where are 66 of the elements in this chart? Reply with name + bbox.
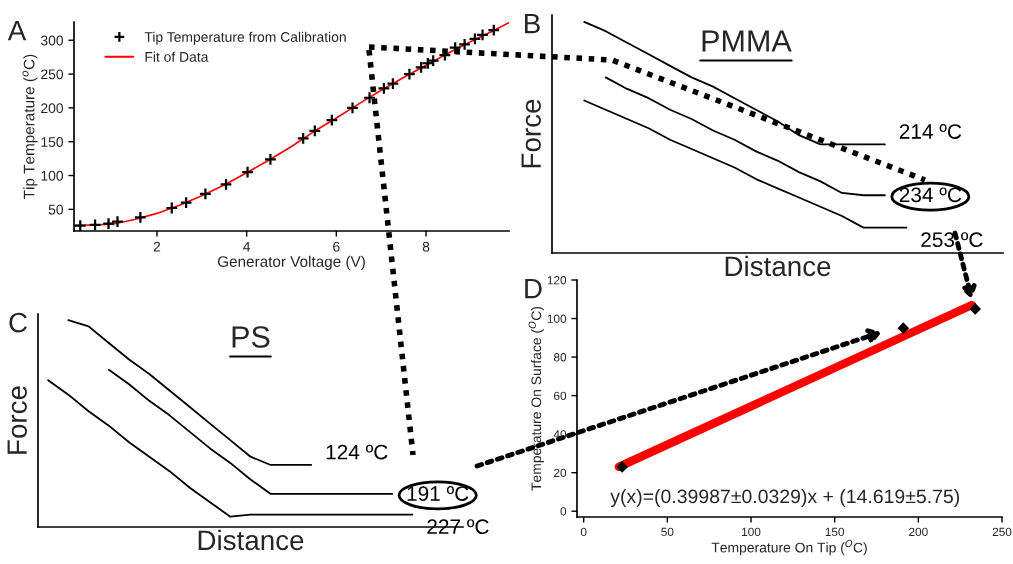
y-tick-label: 0 <box>560 507 567 516</box>
chart-title: PMMA <box>702 30 792 52</box>
point <box>487 23 501 37</box>
x-tick-label: 6 <box>333 241 340 252</box>
point <box>308 124 322 138</box>
legend-label: Fit of Data <box>145 51 209 62</box>
point <box>179 196 193 210</box>
y-axis-title: Force <box>521 99 541 168</box>
y-tick-label: 100 <box>41 170 64 181</box>
y-tick-label: 50 <box>48 204 64 215</box>
series-label: 234 ºC <box>899 187 962 203</box>
y-axis-title: Temperature On Surface ($^{O}$C) <box>528 306 544 491</box>
point <box>458 37 472 51</box>
point <box>296 131 310 145</box>
x-tick-label: 50 <box>661 527 674 537</box>
y-tick-label: 150 <box>41 137 64 147</box>
chart-title: PS <box>232 326 270 348</box>
x-tick-label: 2 <box>153 241 161 252</box>
point <box>263 152 277 166</box>
point <box>165 201 179 215</box>
y-tick-label: 250 <box>41 69 64 80</box>
text: B <box>525 14 540 34</box>
point <box>219 177 233 191</box>
y-tick-label: 300 <box>40 35 64 46</box>
text: A <box>7 21 27 41</box>
annotation: y(x)=(0.39987±0.0329)x + (14.619±5.75) <box>610 488 960 508</box>
y-axis-title: Force <box>7 386 27 454</box>
point <box>346 101 359 115</box>
point <box>241 165 255 179</box>
legend-label: 253 ºC <box>921 232 983 248</box>
y-tick-label: 100 <box>547 314 567 323</box>
series-label: 191 ºC <box>407 486 469 501</box>
x-axis-title: Distance <box>198 529 304 551</box>
x-tick-label: 0 <box>580 527 587 537</box>
series-label: 124 ºC <box>326 444 388 460</box>
x-axis-title: Distance <box>725 255 831 277</box>
point <box>74 219 87 231</box>
point <box>897 322 910 334</box>
point <box>102 217 116 231</box>
point <box>111 215 124 229</box>
x-tick-label: 150 <box>825 527 845 537</box>
y-axis-title: Tip Temperature ($^{o}$C) <box>22 54 38 199</box>
legend-label: Tip Temperature from Calibration <box>144 31 346 45</box>
x-axis-title: Temperature On Tip ($^{O}$C) <box>711 539 867 556</box>
point <box>198 187 212 201</box>
point <box>88 218 102 231</box>
y-tick-label: 20 <box>554 468 567 478</box>
text: C <box>9 312 27 333</box>
point <box>616 461 628 473</box>
series-label: 214 ºC <box>899 124 962 139</box>
y-tick-label: 80 <box>553 353 567 362</box>
x-tick-label: 8 <box>422 241 430 252</box>
x-tick-label: 4 <box>243 241 251 252</box>
y-tick-label: 200 <box>41 103 64 114</box>
point <box>133 210 147 224</box>
point <box>325 113 339 127</box>
x-tick-label: 200 <box>909 527 928 537</box>
x-tick-label: 250 <box>992 527 1012 537</box>
x-tick-label: 100 <box>742 527 761 537</box>
point <box>402 67 416 81</box>
y-tick-label: 60 <box>554 391 567 400</box>
y-tick-label: 120 <box>547 276 567 285</box>
text: D <box>525 279 542 299</box>
x-axis-title: Generator Voltage (V) <box>217 255 365 270</box>
point <box>363 91 377 105</box>
point <box>969 303 982 315</box>
